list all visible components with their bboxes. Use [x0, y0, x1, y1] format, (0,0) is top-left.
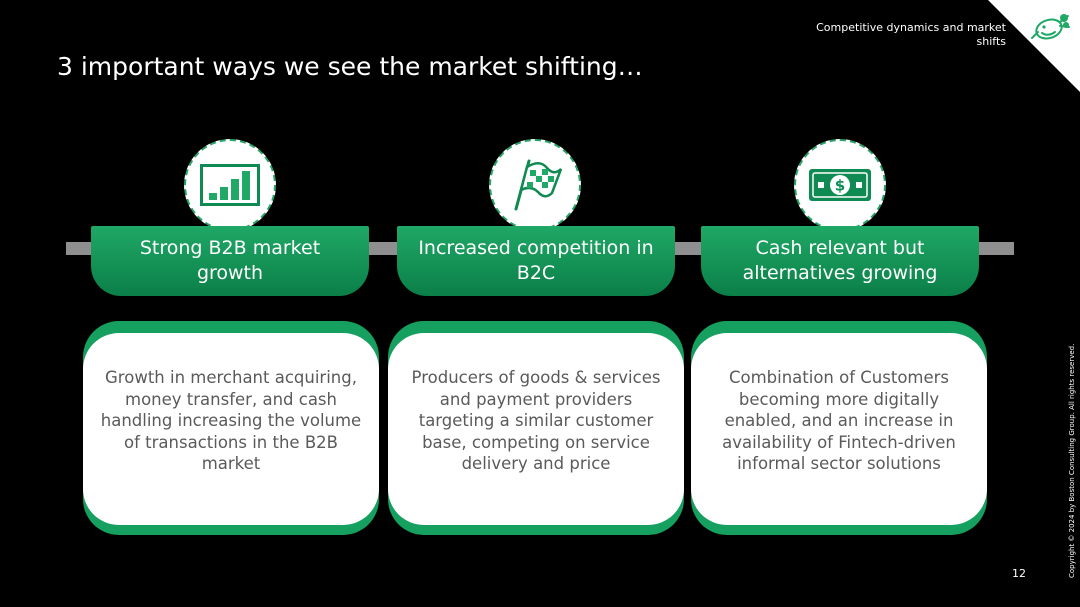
heading-text: Strong B2B market growth: [139, 237, 321, 284]
heading-banner-3: Cash relevant but alternatives growing: [701, 226, 979, 296]
mascot-logo-icon: [1031, 14, 1070, 40]
page-number: 12: [1012, 567, 1026, 580]
heading-text: Cash relevant but alternatives growing: [742, 237, 938, 284]
heading-banner-1: Strong B2B market growth: [91, 226, 369, 296]
page-title: 3 important ways we see the market shift…: [57, 52, 643, 81]
description-card-2: Producers of goods & services and paymen…: [388, 333, 684, 525]
checkered-flag-icon: [489, 139, 581, 231]
card-text: Combination of Customers becoming more d…: [722, 368, 956, 474]
card-text: Producers of goods & services and paymen…: [411, 368, 661, 474]
description-card-1: Growth in merchant acquiring, money tran…: [83, 333, 379, 525]
card-text: Growth in merchant acquiring, money tran…: [100, 368, 362, 474]
description-card-3: Combination of Customers becoming more d…: [691, 333, 987, 525]
section-label: Competitive dynamics and market shifts: [816, 21, 1006, 48]
heading-banner-2: Increased competition in B2C: [397, 226, 675, 296]
copyright-notice: Copyright © 2024 by Boston Consulting Gr…: [1068, 343, 1076, 578]
heading-text: Increased competition in B2C: [418, 237, 654, 284]
svg-text:$: $: [835, 177, 845, 195]
bar-chart-icon: [184, 139, 276, 231]
dollar-bill-icon: $: [794, 139, 886, 231]
